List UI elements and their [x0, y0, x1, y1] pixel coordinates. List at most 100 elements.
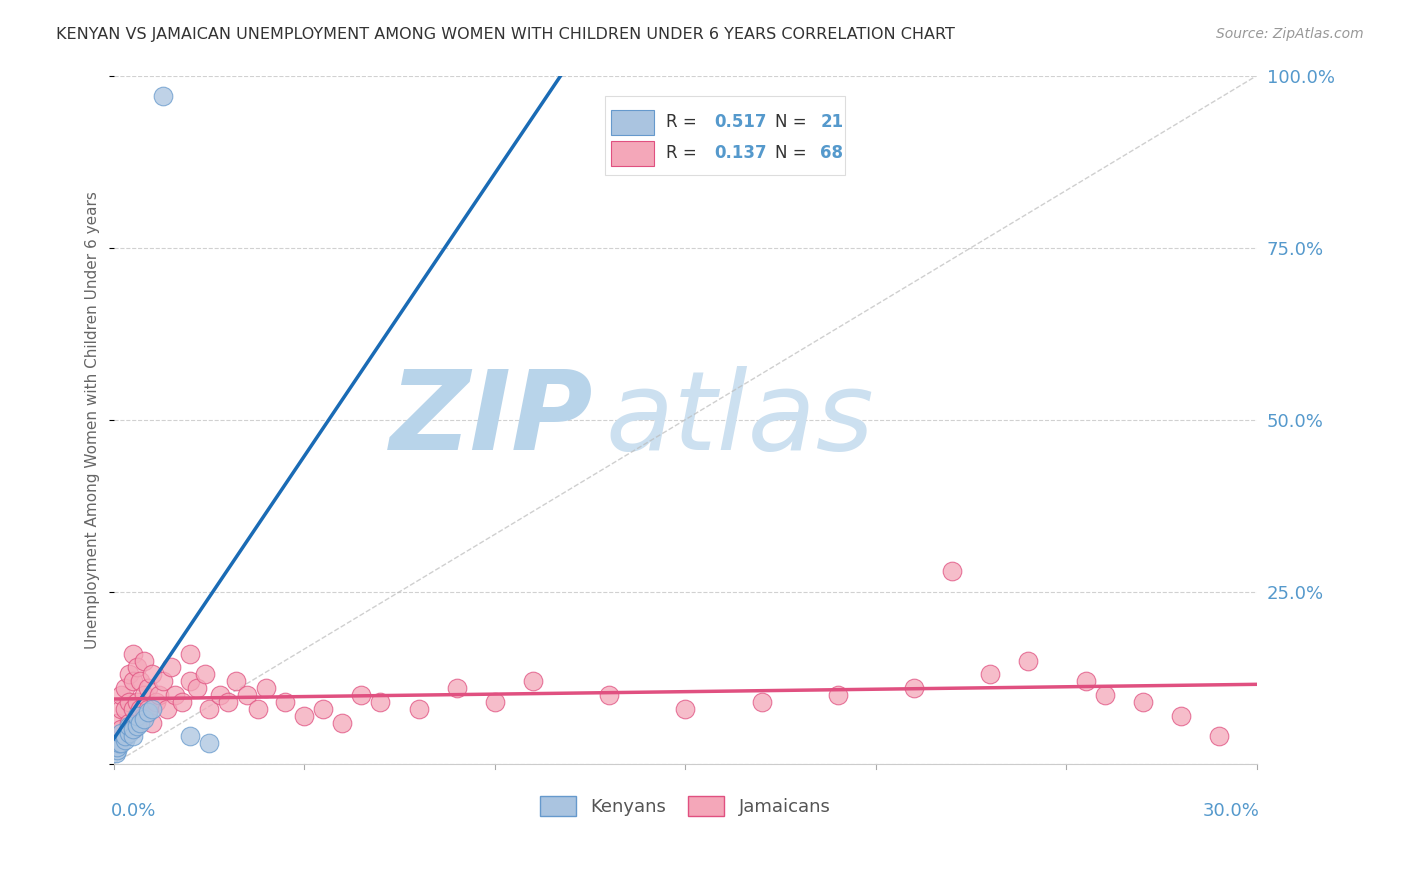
Point: [236, 688, 259, 702]
Text: 0.137: 0.137: [714, 145, 766, 162]
Point: [145, 695, 167, 709]
Point: [121, 647, 143, 661]
Point: [312, 702, 335, 716]
Point: [198, 702, 221, 716]
Point: [121, 723, 143, 737]
Text: N =: N =: [775, 145, 811, 162]
Point: [274, 695, 297, 709]
Point: [118, 719, 141, 733]
Text: ZIP: ZIP: [391, 367, 593, 473]
Point: [129, 674, 152, 689]
Point: [903, 681, 925, 695]
Point: [114, 681, 136, 695]
Text: R =: R =: [666, 113, 702, 131]
Point: [217, 695, 239, 709]
Point: [194, 667, 217, 681]
Text: KENYAN VS JAMAICAN UNEMPLOYMENT AMONG WOMEN WITH CHILDREN UNDER 6 YEARS CORRELAT: KENYAN VS JAMAICAN UNEMPLOYMENT AMONG WO…: [56, 27, 955, 42]
Text: 0.0%: 0.0%: [111, 802, 156, 820]
Point: [118, 695, 141, 709]
Point: [152, 89, 174, 103]
Point: [114, 702, 136, 716]
Point: [179, 729, 201, 743]
Point: [330, 715, 353, 730]
Point: [129, 702, 152, 716]
Point: [121, 674, 143, 689]
Point: [979, 667, 1001, 681]
Point: [110, 723, 132, 737]
Point: [446, 681, 468, 695]
Point: [134, 712, 156, 726]
Point: [941, 564, 963, 578]
Text: N =: N =: [775, 113, 811, 131]
FancyBboxPatch shape: [606, 96, 845, 176]
Text: 21: 21: [820, 113, 844, 131]
Text: 68: 68: [820, 145, 844, 162]
Text: atlas: atlas: [606, 367, 875, 473]
Point: [114, 729, 136, 743]
Text: Source: ZipAtlas.com: Source: ZipAtlas.com: [1216, 27, 1364, 41]
Point: [598, 688, 620, 702]
Point: [172, 695, 194, 709]
Point: [673, 702, 696, 716]
Point: [179, 647, 201, 661]
Point: [125, 719, 148, 733]
Point: [1170, 708, 1192, 723]
Point: [118, 667, 141, 681]
Point: [129, 715, 152, 730]
Point: [125, 708, 148, 723]
Point: [484, 695, 506, 709]
Point: [148, 688, 170, 702]
Point: [136, 702, 159, 716]
Point: [292, 708, 315, 723]
Point: [1132, 695, 1154, 709]
Point: [827, 688, 849, 702]
Point: [110, 688, 132, 702]
Point: [1208, 729, 1230, 743]
Point: [108, 736, 131, 750]
Point: [134, 654, 156, 668]
Point: [114, 729, 136, 743]
Point: [125, 715, 148, 730]
Point: [141, 667, 163, 681]
FancyBboxPatch shape: [612, 110, 654, 135]
Point: [121, 702, 143, 716]
Point: [141, 715, 163, 730]
Point: [198, 736, 221, 750]
Point: [136, 705, 159, 719]
Point: [370, 695, 392, 709]
Text: 30.0%: 30.0%: [1202, 802, 1260, 820]
Legend: Kenyans, Jamaicans: Kenyans, Jamaicans: [533, 789, 838, 823]
Point: [186, 681, 208, 695]
Point: [751, 695, 773, 709]
Point: [136, 681, 159, 695]
Point: [163, 688, 186, 702]
Point: [125, 660, 148, 674]
Point: [254, 681, 277, 695]
Text: R =: R =: [666, 145, 702, 162]
Point: [152, 674, 174, 689]
Point: [247, 702, 270, 716]
Point: [350, 688, 373, 702]
Point: [522, 674, 544, 689]
Point: [118, 726, 141, 740]
Point: [1094, 688, 1116, 702]
Y-axis label: Unemployment Among Women with Children Under 6 years: Unemployment Among Women with Children U…: [86, 191, 100, 648]
Point: [156, 702, 179, 716]
Point: [134, 688, 156, 702]
Point: [225, 674, 247, 689]
Point: [209, 688, 232, 702]
Point: [159, 660, 181, 674]
Point: [1074, 674, 1097, 689]
Point: [107, 739, 129, 754]
Point: [107, 715, 129, 730]
Text: 0.517: 0.517: [714, 113, 766, 131]
Point: [121, 729, 143, 743]
Point: [114, 732, 136, 747]
Point: [121, 723, 143, 737]
Point: [104, 747, 127, 761]
Point: [118, 715, 141, 730]
Point: [110, 726, 132, 740]
Point: [125, 695, 148, 709]
Point: [1017, 654, 1039, 668]
Point: [179, 674, 201, 689]
